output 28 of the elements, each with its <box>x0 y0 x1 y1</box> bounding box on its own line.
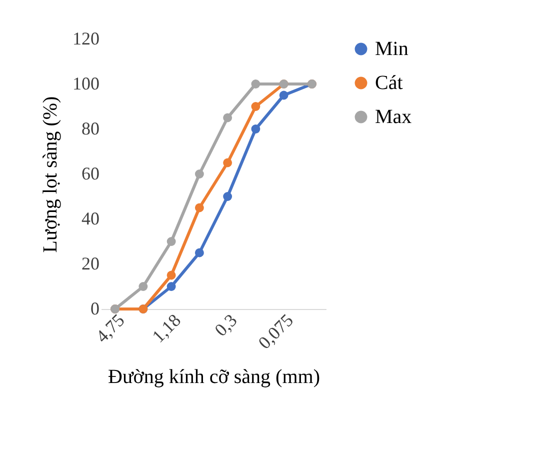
point <box>138 282 148 291</box>
point <box>166 282 176 291</box>
y-tick-label: 0 <box>90 298 100 318</box>
y-tick-label: 120 <box>72 28 100 48</box>
point <box>194 203 204 212</box>
point <box>279 90 288 100</box>
point <box>223 113 232 122</box>
x-tick-label: 0,3 <box>210 310 241 340</box>
y-axis-title: Lượng lọt sàng (%) <box>40 96 62 253</box>
x-tick-label: 1,18 <box>148 310 185 346</box>
y-tick-label: 20 <box>82 254 100 274</box>
point <box>251 124 260 134</box>
legend-label: Cát <box>375 72 404 94</box>
point <box>223 192 232 201</box>
point <box>251 80 260 88</box>
point <box>194 170 204 178</box>
legend-label: Max <box>375 106 412 128</box>
point <box>166 270 176 280</box>
point <box>223 158 232 168</box>
point <box>166 237 176 246</box>
y-tick-label: 60 <box>82 164 100 184</box>
y-tick-label: 40 <box>82 208 100 228</box>
y-tick-label: 100 <box>72 74 100 94</box>
point <box>194 248 204 258</box>
legend-label: Min <box>375 38 408 60</box>
y-tick-label: 80 <box>82 118 100 138</box>
x-axis-title: Đường kính cỡ sàng (mm) <box>108 366 320 388</box>
point <box>251 102 260 111</box>
